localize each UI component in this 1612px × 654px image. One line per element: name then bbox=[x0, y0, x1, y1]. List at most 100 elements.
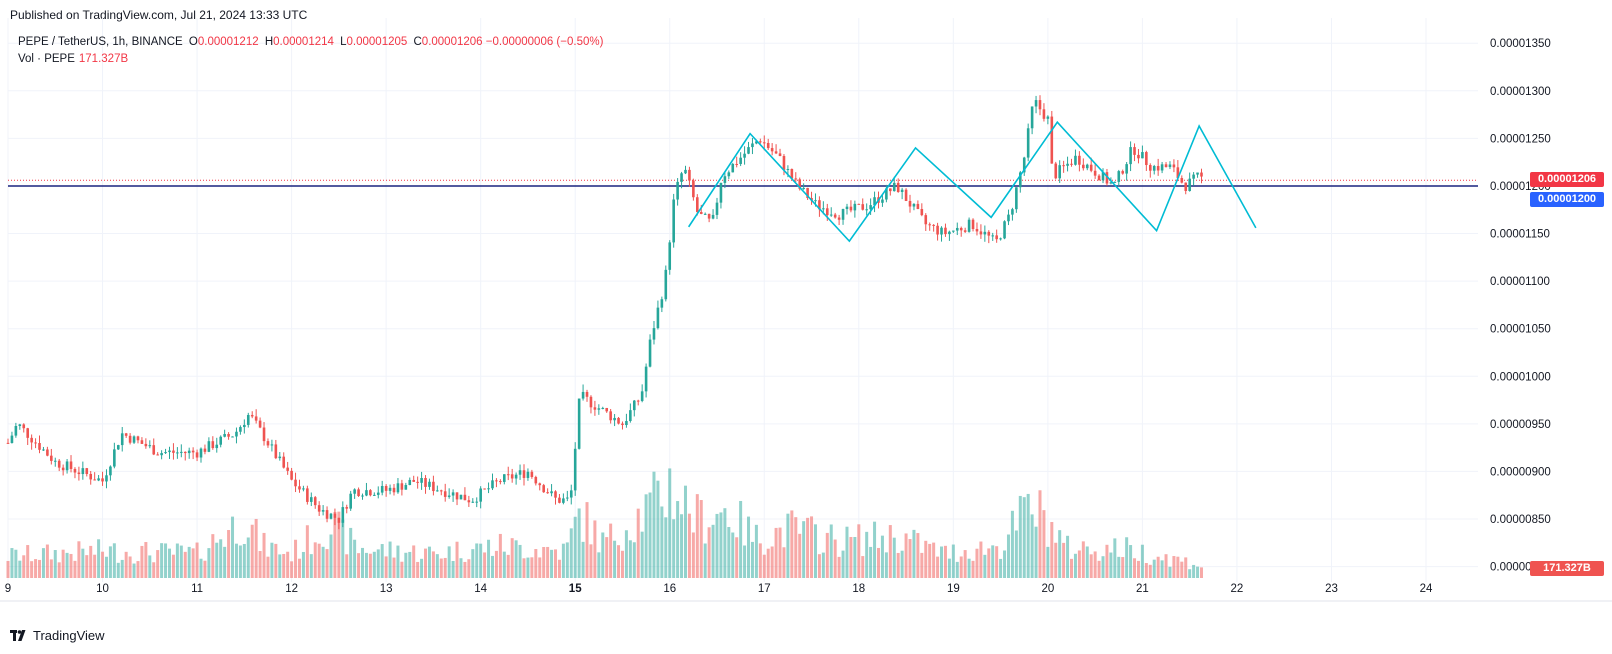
volume-bar bbox=[1085, 546, 1089, 578]
candle-body bbox=[412, 479, 416, 482]
candle-body bbox=[609, 411, 612, 421]
volume-bar bbox=[687, 513, 691, 578]
candle-body bbox=[349, 493, 352, 509]
volume-bar bbox=[1030, 514, 1034, 578]
candle-body bbox=[971, 219, 975, 230]
volume-bar bbox=[636, 508, 640, 578]
volume-bar bbox=[215, 542, 219, 578]
volume-bar bbox=[817, 554, 821, 578]
volume-bar bbox=[975, 548, 979, 578]
volume-bar bbox=[987, 548, 991, 578]
candle-body bbox=[467, 500, 471, 503]
volume-bar bbox=[483, 552, 487, 578]
candle-body bbox=[920, 209, 924, 216]
volume-bar bbox=[1054, 542, 1058, 578]
candle-body bbox=[1121, 171, 1125, 174]
candle-body bbox=[656, 307, 660, 329]
volume-bar bbox=[951, 544, 955, 578]
candle-body bbox=[176, 452, 179, 454]
volume-label[interactable]: Vol · PEPE bbox=[18, 53, 75, 65]
volume-bar bbox=[262, 532, 266, 578]
candle-body bbox=[254, 416, 258, 421]
volume-bar bbox=[861, 556, 865, 578]
candle-body bbox=[668, 242, 672, 270]
candle-body bbox=[1188, 178, 1191, 191]
volume-bar bbox=[940, 546, 944, 578]
candle-body bbox=[164, 452, 167, 454]
volume-bar bbox=[274, 543, 278, 578]
volume-bar bbox=[392, 557, 396, 578]
candle-body bbox=[680, 173, 683, 182]
candle-body bbox=[93, 479, 96, 481]
candle-body bbox=[1164, 164, 1168, 168]
candle-body bbox=[46, 449, 49, 456]
volume-bar bbox=[128, 556, 132, 578]
volume-bar bbox=[719, 512, 723, 578]
candle-body bbox=[562, 498, 565, 503]
volume-bar bbox=[26, 545, 30, 578]
candle-body bbox=[928, 224, 932, 226]
volume-bar bbox=[573, 516, 577, 578]
candle-body bbox=[1034, 100, 1038, 107]
candle-body bbox=[1007, 214, 1010, 222]
low-value: 0.00001205 bbox=[346, 36, 408, 48]
candle-body bbox=[873, 197, 876, 206]
volume-bar bbox=[156, 550, 160, 578]
candle-body bbox=[471, 501, 475, 503]
volume-bar bbox=[546, 546, 550, 578]
candle-body bbox=[1101, 172, 1105, 181]
candle-body bbox=[231, 436, 234, 438]
candle-body bbox=[42, 449, 45, 451]
candle-body bbox=[101, 478, 104, 482]
volume-bar bbox=[297, 558, 301, 578]
candle-body bbox=[538, 483, 542, 486]
candle-body bbox=[282, 456, 286, 468]
candle-body bbox=[759, 141, 762, 143]
candle-body bbox=[1066, 163, 1069, 166]
volume-bar bbox=[1006, 534, 1010, 578]
volume-bar bbox=[680, 514, 684, 578]
candle-body bbox=[156, 454, 159, 456]
candle-body bbox=[735, 163, 738, 165]
candle-body bbox=[183, 451, 187, 454]
candle-body bbox=[1168, 164, 1172, 168]
volume-badge: 171.327B bbox=[1530, 561, 1604, 576]
volume-bar bbox=[439, 558, 443, 578]
volume-bar bbox=[424, 548, 428, 578]
volume-bar bbox=[869, 546, 873, 578]
volume-bar bbox=[660, 506, 664, 578]
volume-bar bbox=[89, 545, 93, 578]
candle-body bbox=[632, 400, 636, 411]
candle-body bbox=[443, 491, 447, 497]
volume-bar bbox=[530, 557, 534, 578]
candle-body bbox=[152, 445, 156, 455]
volume-bar bbox=[1066, 535, 1070, 578]
symbol-label[interactable]: PEPE / TetherUS, 1h, BINANCE bbox=[18, 36, 183, 48]
volume-bar bbox=[282, 553, 286, 578]
candle-body bbox=[762, 142, 766, 144]
volume-bar bbox=[207, 548, 211, 578]
volume-bar bbox=[164, 543, 168, 578]
volume-bar bbox=[254, 518, 258, 578]
volume-bar bbox=[97, 539, 101, 578]
volume-bar bbox=[845, 526, 849, 578]
volume-bar bbox=[577, 508, 581, 578]
volume-bar bbox=[451, 560, 455, 578]
chart-legend: PEPE / TetherUS, 1h, BINANCE O0.00001212… bbox=[18, 34, 603, 68]
candle-body bbox=[526, 471, 530, 478]
volume-bar bbox=[1117, 556, 1121, 578]
date-tick-label: 19 bbox=[947, 583, 960, 595]
candle-body bbox=[825, 208, 829, 216]
date-tick-label: 20 bbox=[1041, 583, 1054, 595]
volume-bar bbox=[841, 550, 845, 578]
candle-body bbox=[14, 425, 18, 436]
volume-bar bbox=[380, 544, 384, 578]
candle-body bbox=[211, 441, 215, 449]
candle-body bbox=[1011, 209, 1014, 215]
volume-bar bbox=[53, 550, 57, 578]
candle-body bbox=[814, 200, 817, 202]
volume-bar bbox=[1136, 560, 1140, 578]
volume-bar bbox=[1148, 564, 1152, 578]
candle-body bbox=[499, 481, 502, 483]
